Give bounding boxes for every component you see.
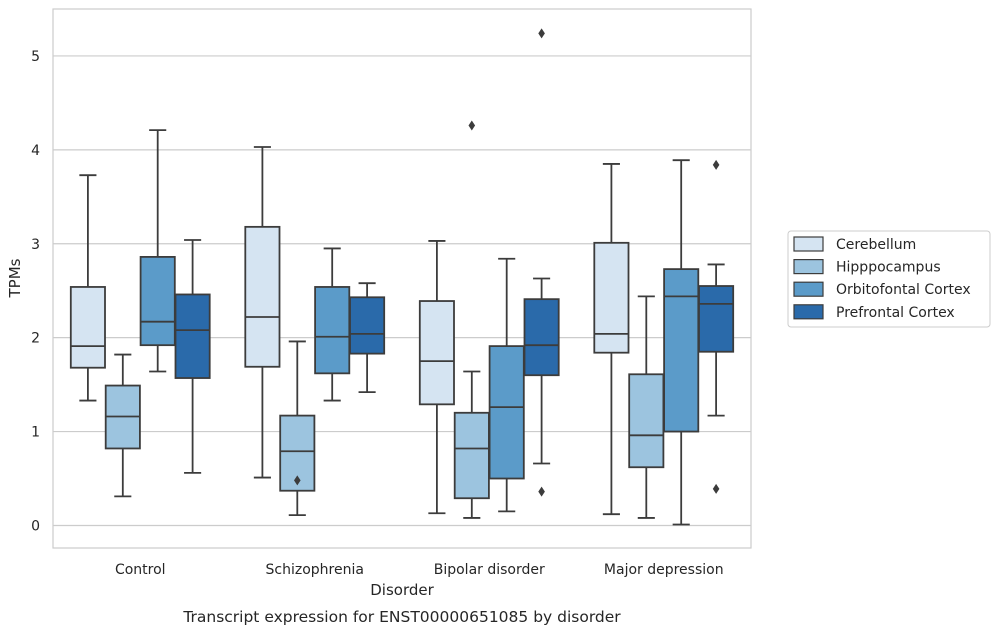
x-axis-label: Disorder [370,581,434,599]
legend-frame [787,230,991,328]
y-tick-label: 5 [31,49,40,65]
box [418,240,455,515]
x-axis-ticks: Control Schizophrenia Bipolar disorder Majo… [115,562,724,578]
legend-swatch [793,259,824,275]
x-tick-label: Control [115,562,166,578]
x-tick-label: Major depression [604,562,724,578]
box [314,247,351,402]
outlier-point [538,28,545,39]
y-tick-label: 4 [31,143,40,159]
box-body [488,345,525,480]
x-tick-label: Schizophrenia [266,562,364,578]
plot-frame [52,8,752,549]
box-body [663,268,700,433]
box-body [453,411,490,500]
box-body [244,225,281,368]
x-tick-label: Bipolar disorder [434,562,545,578]
y-tick-label: 2 [31,331,40,347]
legend-label: Prefrontal Cortex [836,305,955,321]
box-body [698,285,735,353]
box [279,340,316,517]
box [244,146,281,479]
box [139,129,176,373]
series-3 [174,28,735,497]
outlier-point [538,486,545,497]
box [104,353,141,498]
box [174,239,211,474]
box-body [69,286,106,369]
outlier-point [712,159,720,170]
box-body [139,256,176,347]
box-body [523,298,560,377]
legend-swatch [793,304,824,320]
box-body [349,296,386,355]
box [488,257,525,513]
series-2 [139,129,700,526]
legend-label: Orbitofontal Cortex [836,282,971,298]
box [69,174,106,402]
legend-swatch [793,236,824,252]
box-body [593,241,630,354]
outlier-point [468,120,476,131]
series-0 [69,146,630,516]
outlier-point [712,483,720,494]
box-series [69,28,735,526]
y-tick-label: 3 [31,237,40,253]
box-body [418,300,455,406]
legend: Cerebellum Hipppocampus Orbitofontal Corte… [787,230,991,328]
box [628,295,665,519]
legend-label: Cerebellum [836,237,916,253]
y-tick-label: 1 [31,425,40,441]
box-body [628,373,665,469]
y-axis-label: TPMs [6,258,24,298]
outlier-point [294,475,301,486]
legend-label: Hipppocampus [836,260,941,276]
chart-caption: Transcript expression for ENST0000065108… [182,608,621,626]
y-tick-label: 0 [31,518,40,534]
legend-swatch [793,281,824,297]
box [523,28,560,497]
box [349,282,386,394]
box [663,159,700,526]
box [593,163,630,516]
box [453,120,490,519]
box [698,159,735,494]
box-body [174,293,211,379]
box-body [314,286,351,375]
y-axis-ticks: 0 1 2 3 4 5 [31,49,40,535]
series-1 [104,120,665,519]
